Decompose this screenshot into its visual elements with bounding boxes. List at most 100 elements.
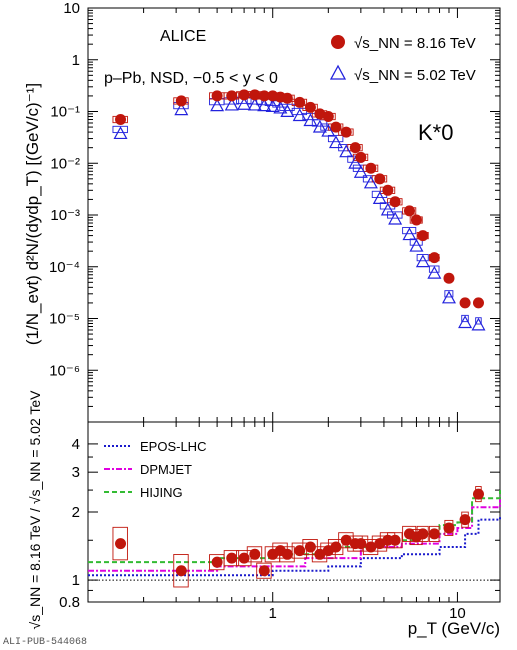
publication-id: ALI-PUB-544068 [3,637,88,648]
marker-5tev [363,175,378,189]
bottom-y-tick-label: 0.8 [59,594,80,611]
marker-8tev [314,108,326,120]
marker-8tev [349,142,361,154]
marker-5tev [247,97,262,111]
ratio-marker [443,522,455,534]
ratio-marker [175,565,187,577]
marker-5tev [224,97,239,111]
ratio-marker [355,538,367,550]
marker-8tev [322,111,334,123]
ratio-marker [330,541,342,553]
syst-box-5tev [402,226,417,235]
syst-box-5tev [327,134,344,143]
marker-8tev [428,252,440,264]
model-legend: EPOS-LHC DPMJET HIJING [104,439,206,500]
marker-5tev [415,254,430,268]
bottom-panel-ticks [87,422,500,603]
syst-box-5tev [416,254,429,262]
bottom-ratio-panel: 0.8 1 2 3 4 1 10 EPOS-LHC DPMJET HIJING √s_NN… [27,390,501,638]
marker-8tev [374,173,386,185]
ratio-marker [314,548,326,560]
marker-8tev [226,90,238,102]
marker-8tev [281,92,293,104]
x-tick-labels: 1 10 [269,605,466,622]
ratio-marker [304,541,316,553]
marker-8tev [389,196,401,208]
marker-5tev [348,155,363,169]
x-axis-title: p_T (GeV/c) [408,619,500,638]
ratio-syst-box [173,554,189,588]
legend-label-dpmjet: DPMJET [140,462,192,477]
marker-5tev [388,211,403,225]
top-y-axis-title: (1/N_evt) d²N/(dydp_T) [(GeV/c)⁻¹] [23,83,42,345]
top-panel-ticks [87,7,500,423]
syst-box-5tev [428,265,440,273]
bottom-y-tick-labels: 0.8 1 2 3 4 [59,436,80,611]
bottom-y-tick-label: 1 [72,572,80,589]
syst-box-5tev [291,107,308,116]
marker-5tev [113,126,128,140]
marker-8tev [382,184,394,196]
marker-8tev [294,96,306,108]
marker-8tev [304,101,316,113]
bottom-y-tick-label: 3 [72,464,80,481]
ratio-marker [417,528,429,540]
marker-8tev [238,89,250,101]
ratio-syst-box [112,526,128,561]
marker-5tev [257,98,272,112]
top-y-tick-label: 10⁻¹ [50,104,80,121]
ratio-marker [389,534,401,546]
top-y-tick-label: 10⁻² [50,155,80,172]
ratio-marker [472,488,484,500]
marker-5tev [174,102,189,116]
marker-5tev [210,98,225,112]
ratio-marker [281,548,293,560]
top-y-tick-label: 10⁻³ [50,207,80,224]
marker-5tev [409,238,424,252]
marker-5tev [303,113,318,127]
marker-5tev [321,123,336,137]
marker-5tev [471,317,486,331]
marker-5tev [339,144,354,158]
marker-5tev [273,100,288,114]
marker-8tev [330,121,342,133]
marker-8tev [340,126,352,138]
top-data-markers [113,89,486,331]
top-y-tick-labels: 10⁻⁶ 10⁻⁵ 10⁻⁴ 10⁻³ 10⁻² 10⁻¹ 1 10 [49,0,80,379]
marker-8tev [459,297,471,309]
syst-box-5tev [279,103,295,111]
ratio-marker [428,528,440,540]
syst-box-5tev [112,125,128,134]
top-spectrum-panel: 10⁻⁶ 10⁻⁵ 10⁻⁴ 10⁻³ 10⁻² 10⁻¹ 1 10 ALICE p–Pb, … [23,0,501,423]
marker-8tev [410,214,422,226]
syst-box-5tev [461,314,469,323]
ratio-data-markers [115,488,484,577]
legend-label-5tev: √s_NN = 5.02 TeV [354,67,476,84]
legend-marker-8tev [331,35,345,49]
model-curve-epos-lhc [88,517,501,577]
marker-5tev [312,119,327,133]
ratio-marker [294,545,306,557]
marker-8tev [258,90,270,102]
ratio-marker [211,556,223,568]
marker-5tev [328,135,343,149]
marker-8tev [417,230,429,242]
syst-box-5tev [409,238,423,246]
bottom-y-tick-label: 4 [72,436,80,453]
ratio-marker [115,538,127,550]
legend-label-8tev: √s_NN = 8.16 TeV [354,35,476,52]
marker-8tev [443,272,455,284]
marker-5tev [441,290,456,304]
marker-5tev [353,165,368,178]
particle-label: K*0 [418,120,453,145]
top-y-tick-label: 1 [72,52,80,69]
experiment-label: ALICE [160,28,206,45]
x-tick-label: 10 [449,605,466,622]
marker-8tev [403,205,415,217]
marker-8tev [355,151,367,163]
marker-8tev [249,89,261,101]
marker-8tev [175,95,187,107]
legend-label-hijing: HIJING [140,485,183,500]
top-y-tick-label: 10⁻⁵ [49,311,80,328]
